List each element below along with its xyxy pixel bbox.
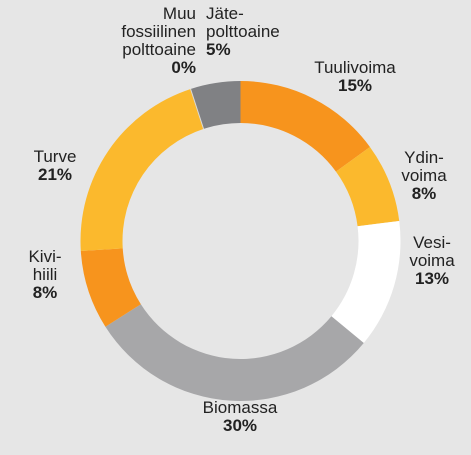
donut-segment — [80, 88, 205, 252]
segment-label: fossiilinen — [121, 22, 196, 41]
segment-label: Jäte- — [206, 4, 244, 23]
value-label: 8% — [412, 184, 437, 203]
value-label: 15% — [338, 76, 372, 95]
segment-label: Vesi- — [413, 233, 451, 252]
segment-label: Ydin- — [404, 148, 444, 167]
segment-label: Turve — [34, 147, 77, 166]
segment-label: polttoaine — [122, 40, 196, 59]
segment-label: Kivi- — [28, 247, 61, 266]
value-label: 13% — [415, 269, 449, 288]
segment-label: Muu — [163, 4, 196, 23]
segment-label: hiili — [33, 265, 58, 284]
value-label: 30% — [223, 416, 257, 435]
value-label: 0% — [171, 58, 196, 77]
value-label: 5% — [206, 40, 231, 59]
segment-label: voima — [401, 166, 447, 185]
donut-segment — [335, 146, 400, 227]
donut-segment — [80, 248, 141, 327]
donut-segment — [191, 81, 241, 129]
donut-segment — [240, 81, 370, 172]
segment-label: Tuulivoima — [314, 58, 396, 77]
segment-label: polttoaine — [206, 22, 280, 41]
segment-label: voima — [409, 251, 455, 270]
donut-segment — [105, 304, 364, 402]
donut-segment — [331, 220, 401, 343]
value-label: 8% — [33, 283, 58, 302]
segment-label: Biomassa — [203, 398, 278, 417]
value-label: 21% — [38, 165, 72, 184]
